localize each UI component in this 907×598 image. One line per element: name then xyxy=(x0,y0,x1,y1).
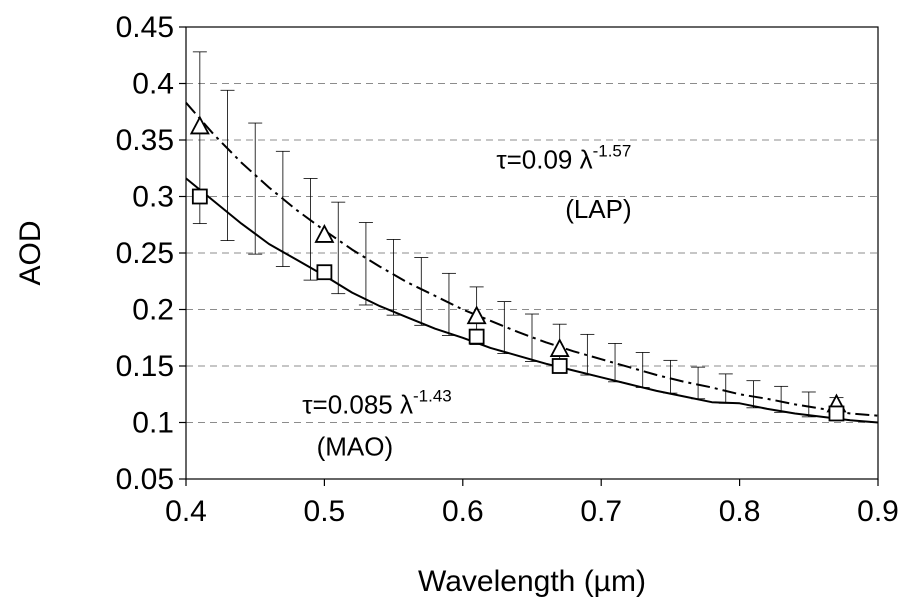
y-tick-label: 0.15 xyxy=(116,350,174,383)
triangle-marker xyxy=(314,224,335,243)
square-marker xyxy=(316,264,333,281)
x-tick-label: 0.5 xyxy=(304,495,346,528)
error-bar xyxy=(441,272,456,336)
triangle-marker xyxy=(189,115,210,135)
square-marker xyxy=(191,188,208,205)
y-tick-label: 0.25 xyxy=(116,237,174,270)
square-marker xyxy=(828,405,845,422)
fit-lines xyxy=(185,102,879,424)
axis-ticks xyxy=(179,26,879,486)
error-bar xyxy=(220,89,235,241)
x-tick-label: 0.7 xyxy=(580,495,622,528)
y-tick-label: 0.05 xyxy=(116,463,174,496)
y-tick-label: 0.1 xyxy=(132,407,174,440)
error-bar xyxy=(303,178,318,281)
error-bar xyxy=(275,150,290,267)
error-bar xyxy=(358,222,373,306)
mao-fit-line xyxy=(185,177,879,424)
y-tick-label: 0.35 xyxy=(116,124,174,157)
triangle-marker xyxy=(466,305,487,325)
y-tick-label: 0.4 xyxy=(132,68,174,101)
error-bars xyxy=(192,51,844,421)
y-tick-label: 0.45 xyxy=(116,11,174,44)
mao-eq-label: τ=0.085 λ-1.43 xyxy=(302,386,452,419)
tick-labels: 0.05 0.1 0.15 0.2 0.25 0.3 0.35 0.4 0.45 0.4 0.5 0.… xyxy=(116,11,899,528)
data-markers xyxy=(189,115,847,422)
square-marker xyxy=(551,358,568,374)
error-bar xyxy=(663,359,678,394)
y-axis-title: AOD xyxy=(14,220,47,285)
error-bar xyxy=(331,201,346,295)
y-tick-label: 0.2 xyxy=(132,294,174,327)
lap-name-label: (LAP) xyxy=(565,194,631,224)
error-bar xyxy=(774,385,789,413)
gridlines xyxy=(186,83,878,423)
error-bar xyxy=(801,391,816,418)
error-bar xyxy=(746,380,761,409)
x-axis-title: Wavelength (µm) xyxy=(418,565,646,598)
error-bar xyxy=(691,366,706,400)
lap-eq-label: τ=0.09 λ-1.57 xyxy=(496,141,631,174)
lap-fit-line xyxy=(185,102,879,417)
annotations: τ=0.09 λ-1.57 (LAP) τ=0.085 λ-1.43 (MAO) xyxy=(302,141,631,461)
triangle-marker xyxy=(549,338,570,357)
error-bar xyxy=(386,239,401,316)
mao-name-label: (MAO) xyxy=(317,431,394,461)
x-tick-label: 0.6 xyxy=(442,495,484,528)
x-tick-label: 0.4 xyxy=(165,495,207,528)
x-tick-label: 0.8 xyxy=(719,495,761,528)
square-marker xyxy=(468,328,485,345)
y-tick-label: 0.3 xyxy=(132,181,174,214)
x-tick-label: 0.9 xyxy=(857,495,899,528)
error-bar xyxy=(718,373,733,404)
error-bar xyxy=(525,313,539,362)
error-bar xyxy=(248,122,263,255)
error-bar xyxy=(580,333,595,376)
